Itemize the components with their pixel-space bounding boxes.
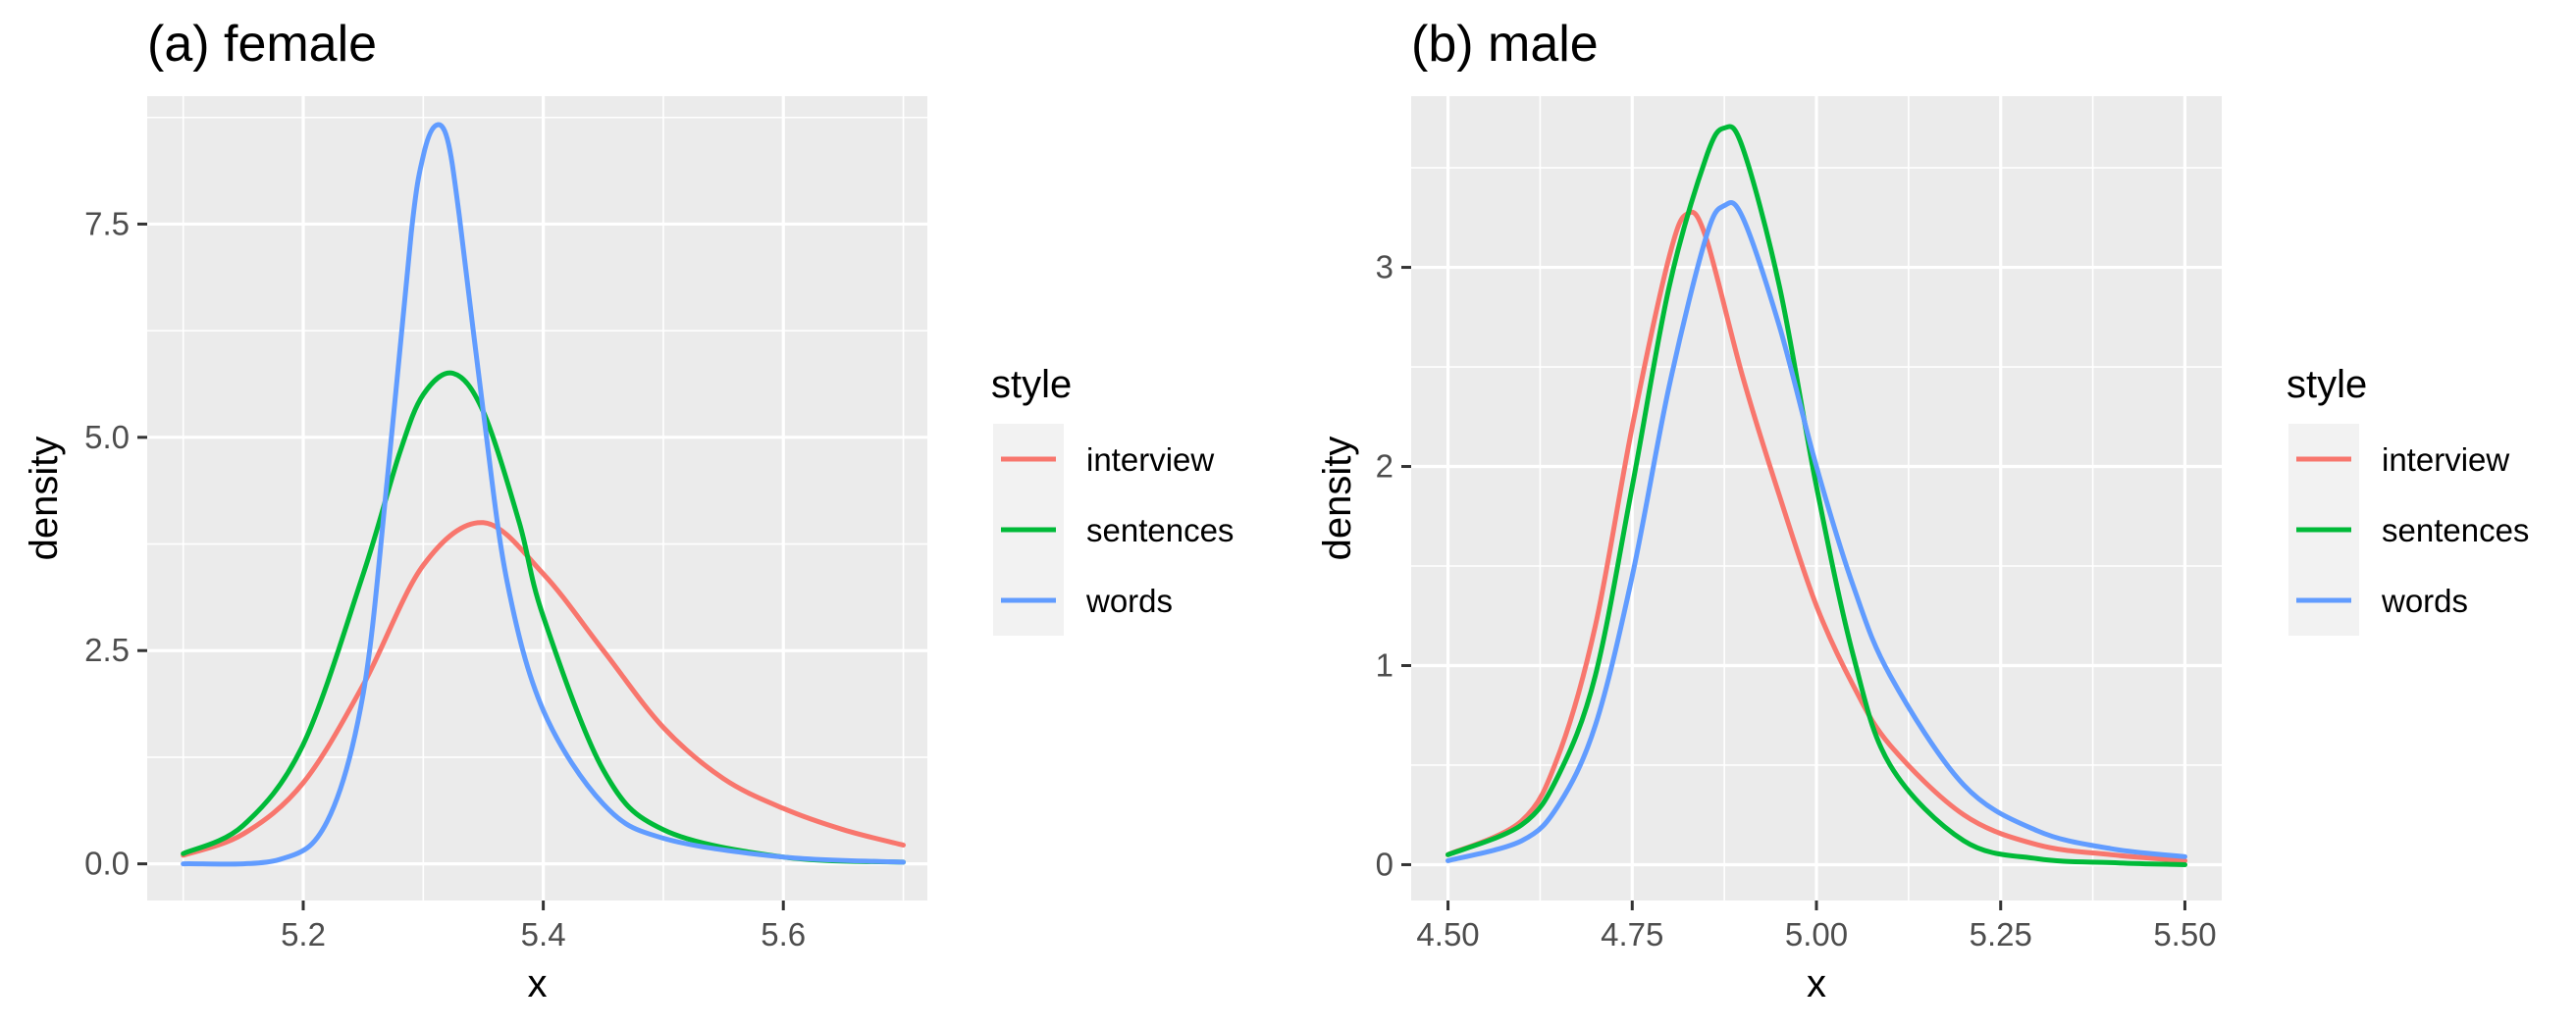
x-tick-label: 5.00	[1785, 916, 1848, 953]
series-line-sentences	[181, 370, 906, 865]
legend: style interview sentences words	[991, 363, 1234, 636]
y-tick-label: 1	[1376, 646, 1393, 683]
y-tick-label: 7.5	[84, 205, 130, 241]
chart-panel-0: 5.2 5.4 5.6 0.0 2.5 5.0 7.5 (a) female x density s…	[23, 16, 1234, 1005]
legend-label: words	[2381, 583, 2468, 619]
y-axis-title: density	[1316, 437, 1359, 561]
legend-label: sentences	[2382, 512, 2529, 548]
y-tick-label: 2	[1376, 448, 1393, 485]
y-tick-label: 5.0	[84, 419, 130, 455]
x-axis-title: x	[528, 962, 548, 1005]
x-axis-title: x	[1807, 962, 1826, 1005]
legend-label: interview	[2382, 441, 2509, 478]
panel-title: (b) male	[1411, 16, 1599, 73]
x-tick-label: 5.6	[761, 916, 806, 953]
x-tick-label: 4.75	[1601, 916, 1663, 953]
plot-background	[147, 96, 927, 901]
y-tick-label: 0.0	[84, 846, 130, 882]
legend-label: words	[1085, 583, 1173, 619]
legend-title: style	[991, 363, 1072, 406]
x-tick-label: 4.50	[1416, 916, 1479, 953]
x-tick-label: 5.50	[2153, 916, 2216, 953]
x-tick-label: 5.25	[1970, 916, 2032, 953]
series-line-words	[1446, 200, 2187, 863]
series-line-sentences	[1446, 124, 2187, 867]
legend: style interview sentences words	[2287, 363, 2529, 636]
panel-title: (a) female	[147, 16, 377, 73]
chart-panel-1: 4.50 4.75 5.00 5.25 5.50 0 1 2 3 (b) male x density…	[1316, 16, 2529, 1005]
legend-label: interview	[1086, 441, 1214, 478]
y-tick-label: 2.5	[84, 632, 130, 668]
legend-title: style	[2287, 363, 2367, 406]
series-line-interview	[1446, 209, 2187, 863]
x-tick-label: 5.2	[281, 916, 326, 953]
x-tick-label: 5.4	[521, 916, 566, 953]
legend-label: sentences	[1086, 512, 1234, 548]
y-tick-label: 0	[1376, 846, 1393, 882]
y-axis-title: density	[23, 437, 66, 561]
y-tick-label: 3	[1376, 249, 1393, 285]
series-line-words	[181, 122, 906, 867]
